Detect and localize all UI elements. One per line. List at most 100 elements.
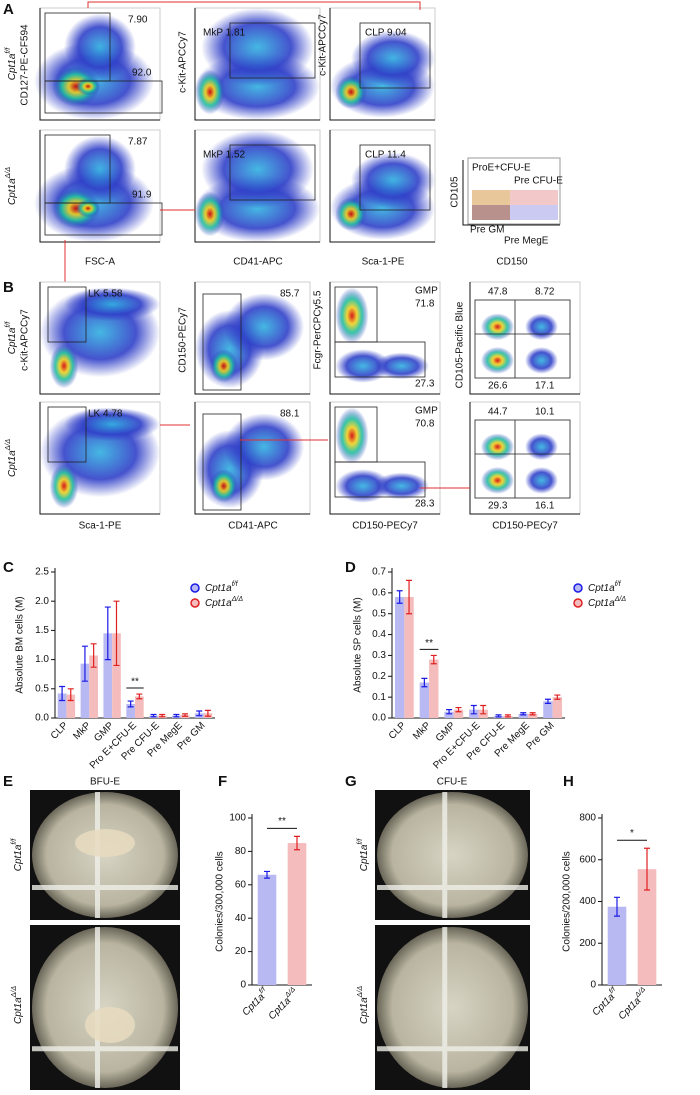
axis — [469, 402, 580, 515]
axis — [329, 282, 440, 395]
error-bar — [520, 712, 527, 716]
error-bar — [90, 643, 97, 668]
gate-value: CLP 11.4 — [365, 150, 406, 161]
colony — [75, 829, 135, 857]
error-bar — [430, 654, 437, 665]
density — [64, 135, 136, 203]
flow-plot — [469, 281, 581, 395]
gate-value: 47.8 — [488, 287, 508, 298]
x-tick-label-sup: f/f — [258, 986, 268, 996]
genotype-label: Cpt1aΔ/Δ — [11, 986, 23, 1024]
gate-value: 70.8 — [415, 419, 435, 430]
gate-value: CLP 9.04 — [365, 28, 407, 39]
y-tick-label: 600 — [579, 854, 596, 865]
density — [76, 199, 100, 218]
dish — [377, 792, 528, 918]
y-tick-label: 800 — [579, 813, 596, 824]
error-bar — [406, 579, 413, 615]
error-bar — [182, 713, 189, 717]
axis — [39, 402, 160, 515]
error-bar — [554, 694, 561, 700]
bar — [112, 633, 121, 718]
genotype-label-sup: f/f — [11, 838, 18, 845]
significance: ** — [425, 638, 433, 649]
y-tick-label: 100 — [229, 813, 246, 824]
diagram-region — [472, 205, 510, 220]
gate-value: 92.0 — [132, 68, 152, 79]
density — [49, 463, 79, 509]
gate — [47, 286, 87, 343]
density — [335, 349, 391, 383]
bar — [257, 874, 277, 985]
genotype-label: Cpt1aΔ/Δ — [5, 439, 17, 477]
error-bar — [480, 704, 487, 715]
significance: ** — [131, 677, 139, 688]
bar — [126, 703, 135, 718]
genotype-label: Cpt1af/f — [357, 838, 369, 872]
error-bar — [470, 704, 477, 715]
legend-swatch — [190, 598, 200, 608]
legend-label-sup: Δ/Δ — [614, 596, 627, 603]
error-bar — [67, 688, 74, 702]
axis-label: Sca-1-PE — [362, 257, 405, 268]
legend-label-sup: f/f — [232, 581, 239, 588]
axis — [194, 402, 310, 515]
colony — [85, 1007, 135, 1043]
legend-label-sup: Δ/Δ — [231, 596, 244, 603]
density — [335, 407, 369, 464]
genotype-label-sup: Δ/Δ — [11, 986, 18, 999]
genotype-label-base: Cpt1a — [7, 327, 18, 354]
axis-label: c-Kit-APCCy7 — [318, 14, 329, 76]
axis — [194, 8, 320, 121]
y-tick-label: 2.5 — [35, 567, 49, 578]
genotype-label: Cpt1af/f — [5, 321, 17, 355]
y-tick-label: 200 — [579, 938, 596, 949]
diagram-region — [510, 205, 558, 220]
axis-label: CD150-PECy7 — [178, 307, 189, 373]
gate — [44, 80, 163, 114]
axis — [39, 130, 160, 243]
density — [64, 407, 160, 442]
bar — [607, 906, 627, 985]
legend-label-sup: f/f — [615, 581, 622, 588]
panel-letter: C — [3, 559, 14, 576]
y-tick-label: 0.1 — [372, 692, 386, 703]
density — [525, 346, 558, 374]
density — [335, 197, 367, 231]
panel-title: BFU-E — [90, 777, 120, 788]
axis-label: Colonies/300,000 cells — [215, 851, 226, 952]
axis — [194, 282, 310, 395]
error-bar — [204, 709, 211, 717]
error-bar — [59, 685, 66, 702]
axis-label: Absolute BM cells (M) — [15, 596, 26, 693]
axis-label: Sca-1-PE — [79, 521, 122, 532]
error-bar — [113, 600, 120, 667]
legend-label: Cpt1aΔ/Δ — [205, 596, 243, 608]
genotype-label-base: Cpt1a — [7, 178, 18, 205]
y-tick-label: 0.4 — [372, 629, 386, 640]
y-tick-label: 0 — [590, 980, 596, 991]
gate-value: 8.72 — [535, 287, 555, 298]
genotype-label: Cpt1af/f — [11, 838, 23, 872]
gate-value: 10.1 — [535, 407, 555, 418]
error-bar — [446, 709, 453, 715]
density — [374, 352, 429, 380]
diagram-label: Pre GM — [470, 225, 504, 236]
gate-value: LK 5.58 — [88, 289, 123, 300]
panel-letter: D — [345, 559, 356, 576]
gate — [229, 144, 316, 201]
panel-letter: B — [3, 279, 14, 296]
bar — [57, 693, 67, 718]
axis — [462, 160, 560, 226]
y-tick-label: 80 — [235, 846, 247, 857]
density — [351, 152, 435, 209]
gate — [47, 406, 87, 463]
genotype-label-base: Cpt1a — [13, 844, 24, 871]
axis — [39, 8, 160, 121]
axis-label: c-Kit-APCCy7 — [20, 309, 31, 371]
gate — [474, 419, 571, 499]
error-bar — [196, 710, 203, 717]
gate-value: 7.90 — [128, 15, 148, 26]
gate-value: 28.3 — [415, 499, 435, 510]
